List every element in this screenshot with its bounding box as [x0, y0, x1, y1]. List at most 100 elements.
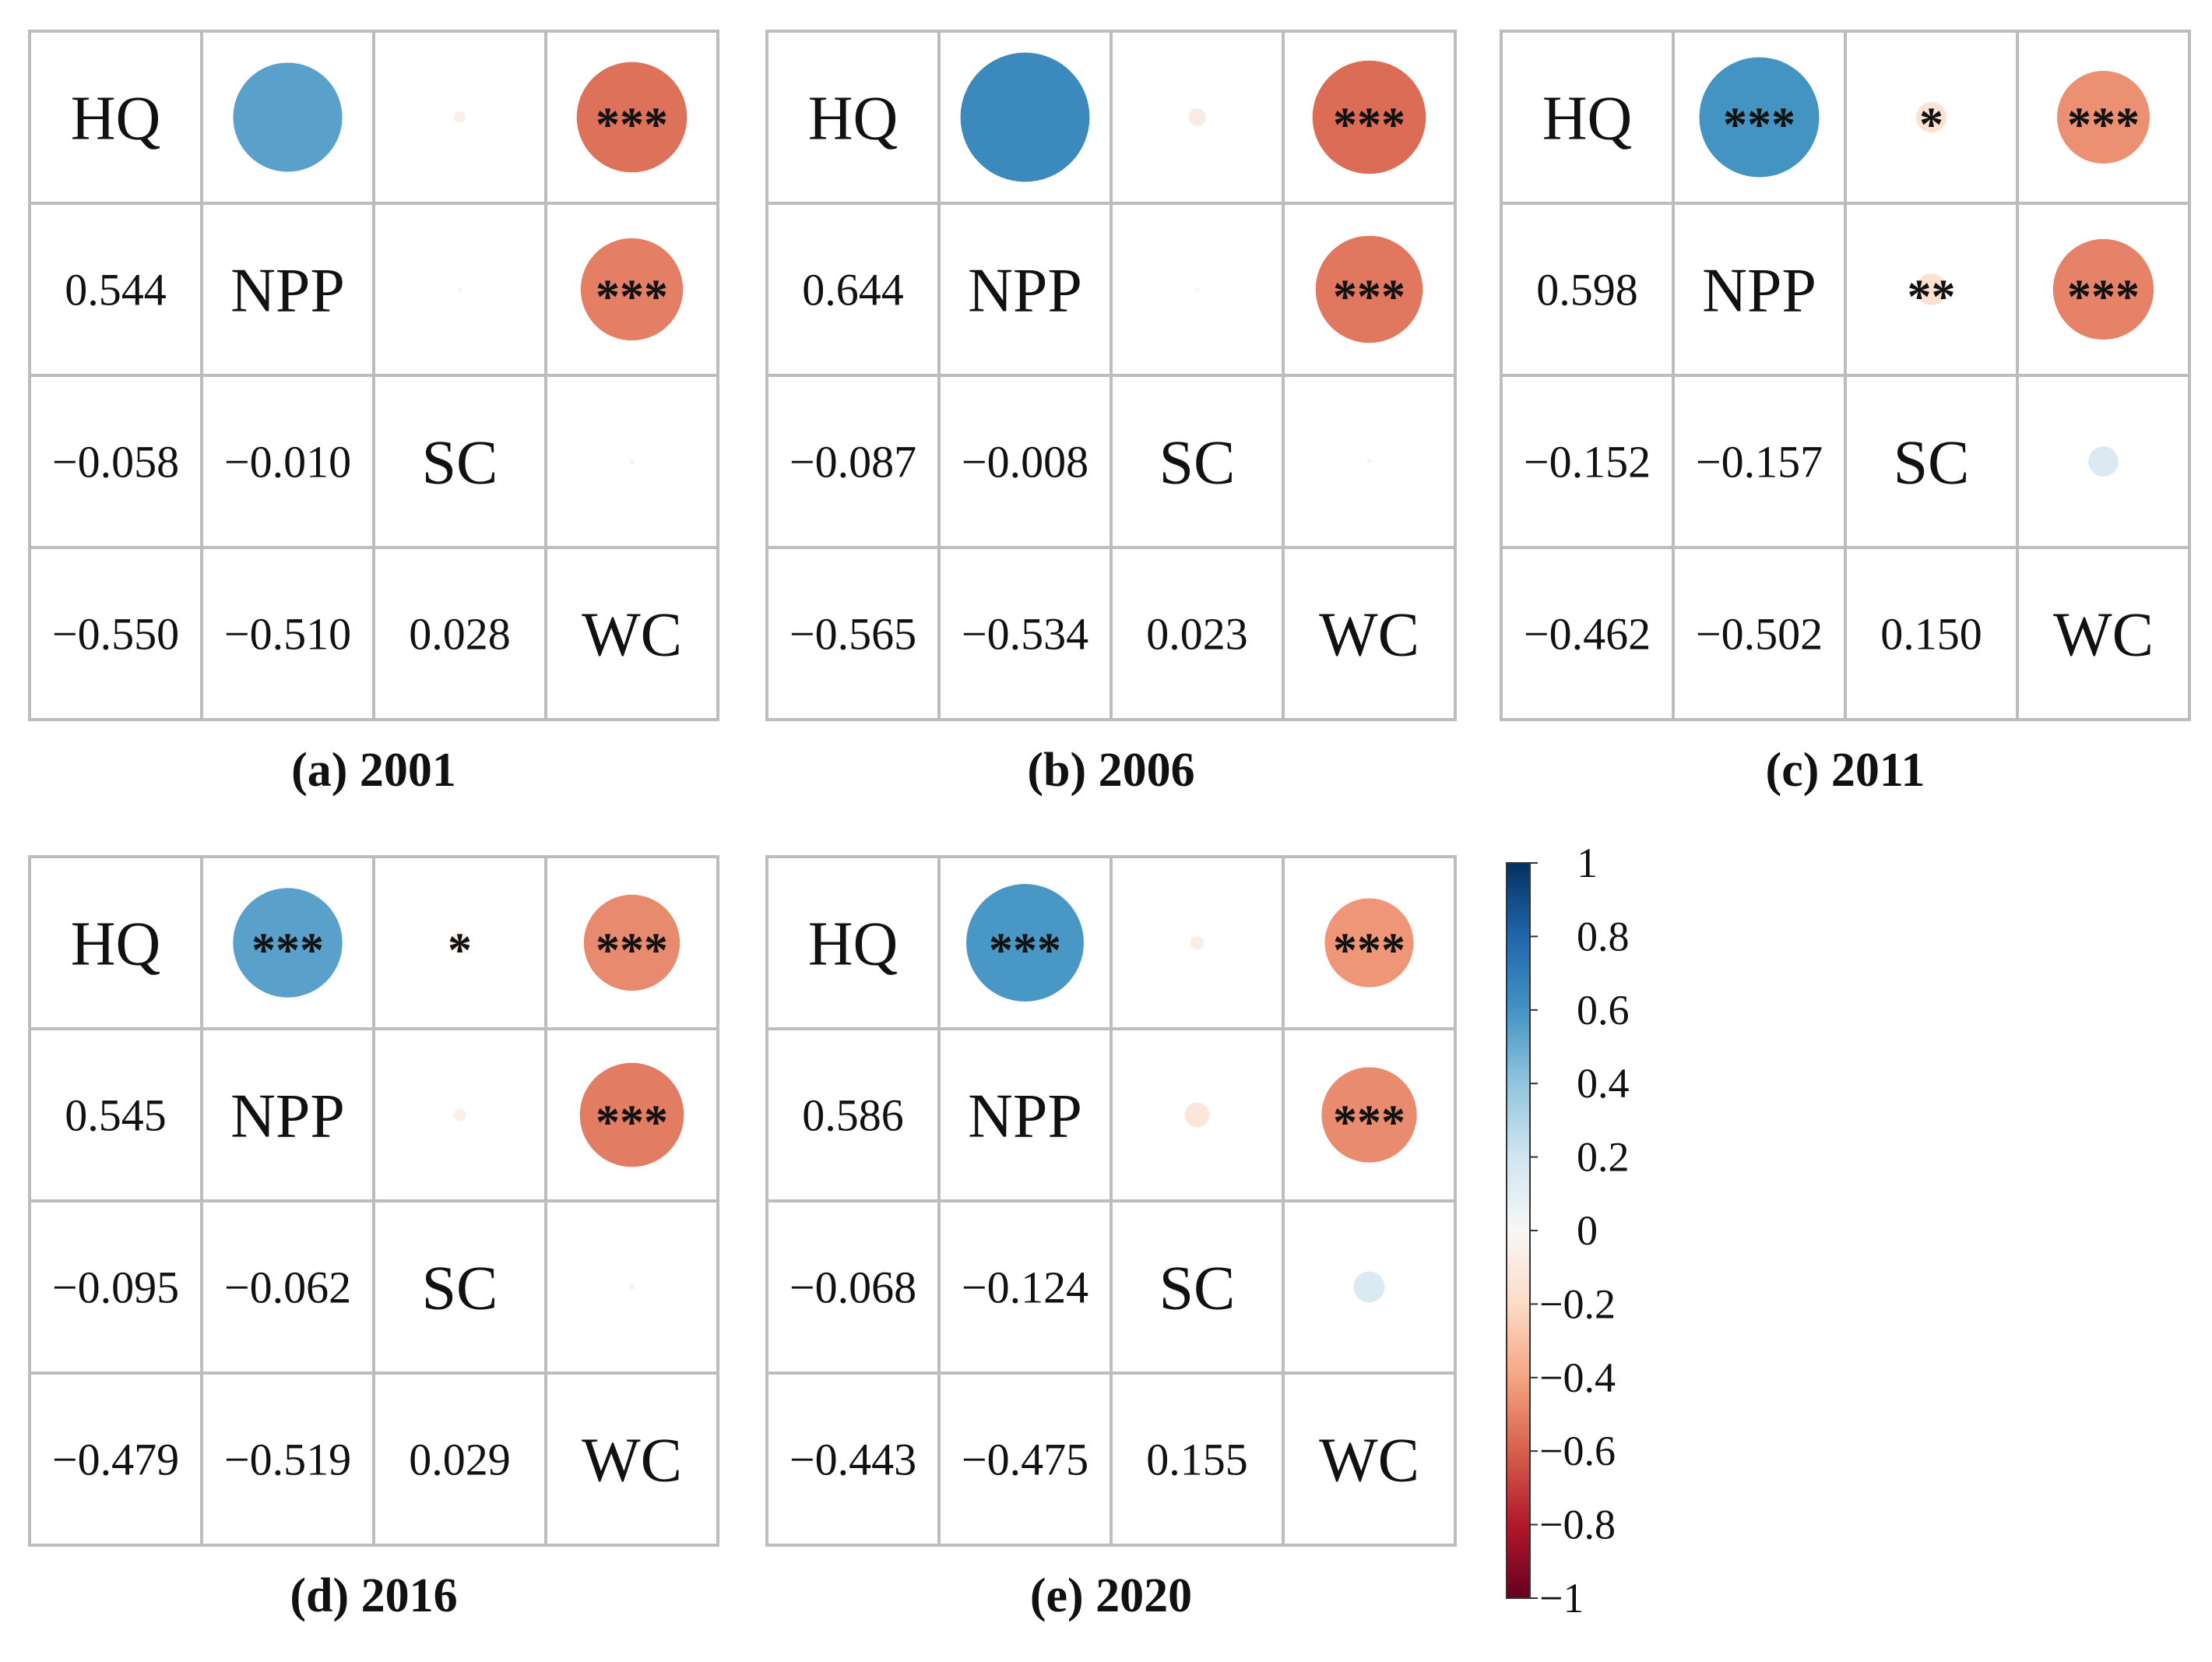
correlation-circle — [628, 1283, 635, 1291]
colorbar-tick-label: 0 — [1577, 1207, 1598, 1254]
matrix-cell — [200, 1027, 375, 1202]
correlation-value: −0.443 — [789, 1435, 916, 1485]
correlation-circle — [1915, 273, 1947, 305]
matrix-cell — [765, 1027, 941, 1202]
correlation-value: −0.095 — [52, 1262, 179, 1313]
correlation-value: −0.479 — [52, 1435, 179, 1485]
correlation-circle — [960, 52, 1090, 182]
panel-caption: (b) 2006 — [1027, 744, 1194, 797]
colorbar: 1 0.8 0.6 0.4 0.2 0 −0.2 −0.4 −0.6 −0.8 −1 — [1506, 840, 1630, 1622]
panel-c-2011: HQ NPP SC WC 0.598 −0.152 −0.157 −0.462 −0.502 0.… — [1500, 30, 2191, 797]
correlation-value: −0.534 — [962, 609, 1088, 660]
significance-stars: * — [448, 924, 472, 977]
matrix-cell — [937, 1199, 1113, 1375]
panel-caption: (a) 2001 — [291, 744, 456, 797]
matrix-cell — [1844, 546, 2019, 721]
colorbar-tick-label: −0.4 — [1539, 1354, 1616, 1401]
significance-stars: *** — [1333, 924, 1405, 977]
correlation-value: 0.155 — [1146, 1435, 1248, 1485]
significance-stars: *** — [596, 1097, 668, 1150]
matrix-cell — [372, 1372, 547, 1547]
panel-frame — [28, 855, 719, 1547]
variable-label-wc: WC — [582, 1427, 682, 1495]
correlation-value: 0.598 — [1536, 265, 1638, 315]
matrix-cell — [765, 30, 941, 205]
correlation-circle — [1699, 57, 1820, 178]
matrix-cell — [1500, 30, 1675, 205]
matrix-cell — [1110, 546, 1285, 721]
matrix-cell — [1672, 546, 1847, 721]
significance-stars: *** — [1723, 99, 1795, 152]
panel-frame — [1500, 30, 2191, 721]
variable-label-sc: SC — [422, 429, 498, 498]
correlation-value: −0.475 — [962, 1435, 1088, 1485]
variable-label-sc: SC — [1159, 429, 1236, 498]
variable-label-npp: NPP — [968, 1083, 1082, 1151]
panel-caption: (c) 2011 — [1766, 744, 1925, 797]
correlation-circle — [2052, 238, 2154, 340]
colorbar-tick-label: −0.6 — [1539, 1428, 1616, 1474]
correlation-circle — [454, 111, 466, 123]
correlation-value: 0.029 — [409, 1435, 511, 1485]
matrix-cell — [937, 374, 1113, 549]
correlation-value: −0.068 — [789, 1262, 916, 1313]
correlation-value: 0.023 — [1146, 609, 1248, 660]
correlation-value: 0.586 — [802, 1090, 904, 1141]
matrix-cell — [200, 546, 375, 721]
variable-label-wc: WC — [582, 601, 682, 670]
correlation-circle — [1915, 101, 1947, 133]
correlation-circle — [1353, 1271, 1385, 1303]
matrix-cell — [1282, 546, 1457, 721]
matrix-cell — [544, 202, 719, 377]
correlation-circle — [453, 1108, 466, 1121]
panel-b-2006: HQ NPP SC WC 0.644 −0.087 −0.008 −0.565 −0.534 0.… — [765, 30, 1457, 797]
variable-label-wc: WC — [1319, 601, 1419, 670]
variable-label-wc: WC — [2053, 601, 2154, 670]
matrix-cell — [28, 1372, 203, 1547]
correlation-value: −0.062 — [224, 1262, 351, 1313]
correlation-value: −0.462 — [1524, 609, 1651, 660]
correlation-value: 0.644 — [802, 265, 904, 315]
correlation-value: −0.124 — [962, 1262, 1088, 1313]
colorbar-tick-label: 0.2 — [1577, 1134, 1630, 1181]
significance-stars: *** — [2067, 99, 2140, 152]
correlation-value: −0.510 — [224, 609, 351, 660]
panel-d-2016: HQ NPP SC WC 0.545 −0.095 −0.062 −0.479 −0.519 0.… — [28, 855, 719, 1622]
variable-label-hq: HQ — [1542, 85, 1633, 153]
correlation-circle — [1188, 108, 1206, 126]
correlation-circle — [450, 933, 469, 952]
correlation-value: 0.028 — [409, 609, 511, 660]
variable-label-hq: HQ — [71, 910, 161, 979]
panel-frame — [28, 30, 719, 721]
significance-stars: *** — [2067, 271, 2140, 324]
correlation-value: 0.544 — [65, 265, 167, 315]
variable-label-sc: SC — [1159, 1255, 1236, 1323]
variable-label-hq: HQ — [808, 85, 899, 153]
matrix-cell — [200, 374, 375, 549]
colorbar-tick-label: −1 — [1539, 1575, 1584, 1622]
variable-label-npp: NPP — [230, 1083, 345, 1151]
correlation-circle — [1366, 459, 1372, 464]
variable-label-sc: SC — [422, 1255, 498, 1323]
correlation-circle — [1321, 1067, 1417, 1163]
correlation-value: −0.008 — [962, 437, 1088, 488]
correlation-circle — [233, 888, 343, 998]
correlation-value: −0.502 — [1696, 609, 1823, 660]
matrix-cell — [1672, 202, 1847, 377]
variable-label-hq: HQ — [71, 85, 161, 153]
matrix-cell — [1110, 1372, 1285, 1547]
colorbar-gradient — [1506, 862, 1531, 1599]
correlation-circle — [233, 62, 343, 172]
matrix-cell — [1110, 1199, 1285, 1375]
correlation-value: −0.519 — [224, 1435, 351, 1485]
correlation-circle — [457, 287, 462, 292]
correlation-circle — [2057, 71, 2150, 164]
significance-stars: *** — [596, 99, 668, 152]
panel-e-2020: HQ NPP SC WC 0.586 −0.068 −0.124 −0.443 −0.475 0.… — [765, 855, 1457, 1622]
panel-caption: (e) 2020 — [1030, 1569, 1192, 1622]
colorbar-tick-label: −0.2 — [1539, 1280, 1616, 1327]
colorbar-tick-label: −0.8 — [1539, 1502, 1616, 1548]
variable-label-npp: NPP — [968, 257, 1082, 326]
correlation-circle — [1315, 235, 1423, 343]
panel-a-2001: HQ NPP SC WC 0.544 −0.058 −0.010 −0.550 −0.510 0.… — [28, 30, 719, 797]
